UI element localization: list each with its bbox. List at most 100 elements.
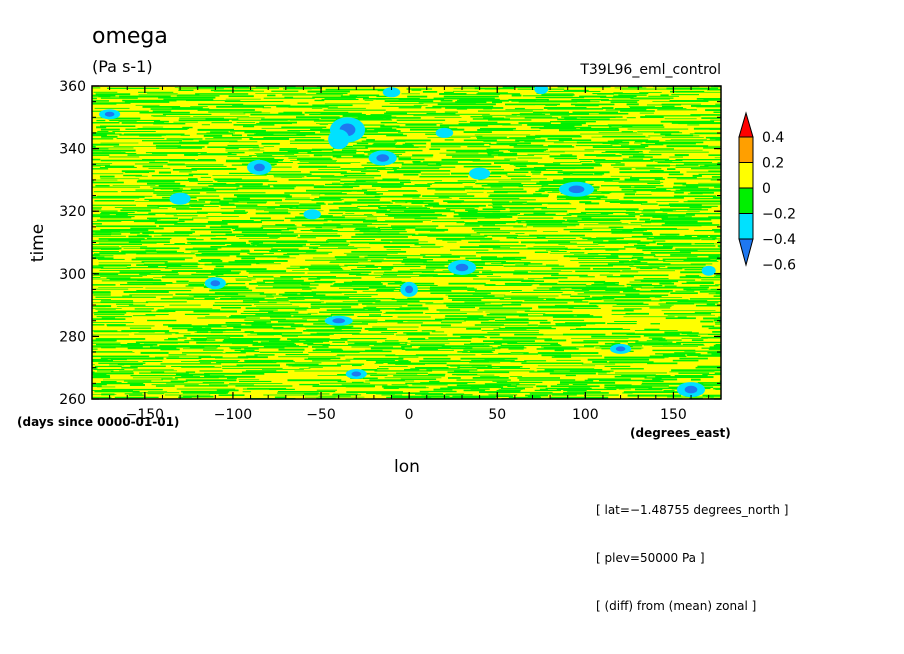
streak-negative: [466, 191, 484, 193]
streak-negative: [243, 310, 274, 312]
streak-negative: [675, 166, 721, 168]
streak-negative: [316, 202, 325, 204]
streak-negative: [215, 357, 249, 359]
streak-negative: [290, 325, 354, 328]
streak-negative: [610, 143, 629, 145]
streak-negative: [270, 318, 286, 321]
x-tick-label: 50: [488, 407, 506, 423]
note-plev: [ plev=50000 Pa ]: [596, 551, 705, 565]
streak-negative: [512, 201, 527, 204]
streak-negative: [423, 161, 458, 163]
streak-negative: [186, 238, 196, 240]
streak-negative: [416, 287, 475, 289]
streak-negative: [505, 109, 544, 111]
streak-negative: [607, 140, 623, 142]
streak-negative: [92, 394, 117, 396]
streak-negative: [92, 377, 111, 379]
streak-negative: [584, 297, 615, 300]
streak-negative: [472, 377, 509, 379]
streak-negative: [273, 175, 335, 176]
streak-negative: [225, 335, 244, 337]
streak-negative: [634, 262, 648, 264]
streak-negative: [583, 292, 620, 294]
streak-negative: [287, 150, 312, 153]
streak-negative: [92, 117, 105, 119]
streak-negative: [622, 392, 633, 394]
streak-negative: [670, 139, 707, 140]
streak-negative: [550, 121, 596, 123]
streak-negative: [188, 178, 198, 180]
streak-negative: [509, 208, 535, 210]
streak-negative: [396, 300, 420, 302]
streak-negative: [260, 226, 322, 228]
streak-negative: [614, 139, 649, 142]
streak-negative: [322, 345, 370, 347]
streak-negative: [247, 202, 267, 204]
streak-negative: [456, 107, 468, 110]
streak-negative: [216, 362, 277, 364]
streak-negative: [330, 285, 386, 287]
streak-negative: [273, 176, 305, 178]
streak-negative: [658, 108, 687, 109]
streak-negative: [282, 94, 343, 96]
streak-negative: [492, 206, 503, 208]
streak-negative: [232, 104, 291, 106]
streak-negative: [626, 210, 673, 212]
streak-negative: [178, 218, 194, 221]
streak-negative: [269, 316, 327, 318]
streak-negative: [396, 372, 428, 374]
streak-negative: [304, 326, 352, 328]
streak-negative: [143, 342, 178, 344]
streak-negative: [148, 167, 171, 169]
streak-negative: [634, 140, 660, 143]
streak-negative: [448, 377, 461, 379]
streak-negative: [464, 236, 485, 238]
streak-negative: [156, 194, 178, 196]
streak-negative: [575, 145, 613, 147]
streak-negative: [221, 212, 247, 215]
streak-negative: [384, 100, 434, 102]
streak-negative: [524, 310, 573, 312]
streak-negative: [229, 130, 266, 132]
streak-negative: [375, 393, 395, 395]
streak-negative: [319, 298, 376, 300]
streak-negative: [284, 199, 344, 201]
streak-negative: [92, 272, 151, 274]
streak-negative: [575, 104, 599, 107]
streak-negative: [135, 341, 190, 344]
streak-negative: [184, 385, 228, 387]
streak-negative: [95, 305, 112, 308]
streak-negative: [583, 227, 617, 229]
streak-negative: [215, 275, 248, 278]
streak-negative: [407, 95, 428, 98]
streak-negative: [305, 251, 333, 253]
streak-negative: [511, 113, 546, 116]
streak-negative: [207, 146, 260, 148]
streak-negative: [173, 121, 198, 123]
streak-negative: [92, 240, 142, 242]
streak-negative: [452, 333, 500, 336]
streak-negative: [336, 258, 384, 260]
streak-negative: [427, 164, 442, 166]
streak-negative: [173, 215, 198, 217]
streak-negative: [100, 142, 139, 144]
streak-negative: [440, 255, 476, 257]
streak-negative: [640, 384, 681, 385]
streak-negative: [386, 205, 423, 207]
streak-negative: [311, 108, 323, 109]
streak-negative: [546, 298, 602, 301]
streak-negative: [432, 221, 465, 223]
streak-negative: [289, 140, 342, 142]
streak-negative: [595, 162, 621, 163]
streak-negative: [584, 248, 626, 250]
streak-negative: [453, 88, 481, 90]
streak-negative: [463, 165, 501, 168]
streak-negative: [453, 273, 493, 275]
streak-negative: [511, 99, 536, 102]
streak-negative: [197, 128, 234, 131]
streak-negative: [148, 212, 208, 214]
streak-negative: [565, 198, 601, 200]
streak-negative: [702, 394, 721, 397]
streak-negative: [229, 316, 247, 318]
streak-negative: [681, 337, 708, 339]
